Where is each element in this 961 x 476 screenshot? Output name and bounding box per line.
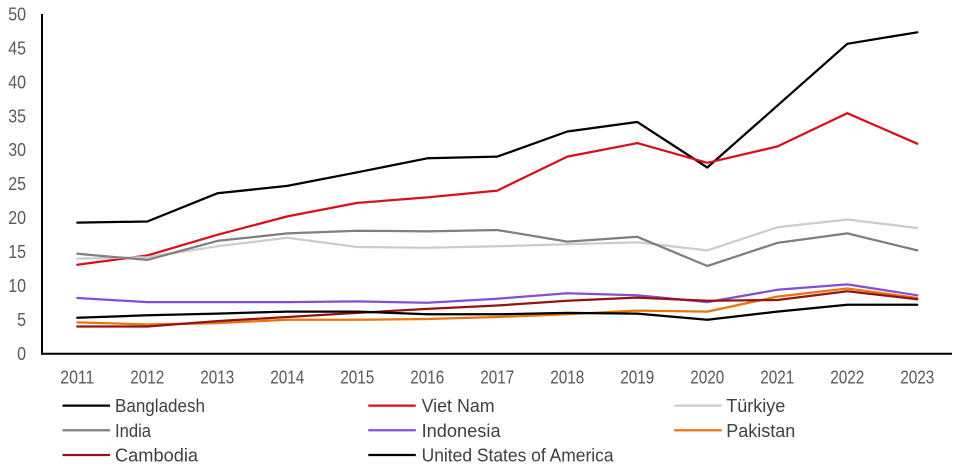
svg-text:35: 35: [8, 106, 26, 126]
svg-text:50: 50: [8, 4, 26, 24]
svg-text:2020: 2020: [690, 368, 724, 388]
svg-text:5: 5: [17, 310, 26, 330]
svg-text:2012: 2012: [130, 368, 164, 388]
svg-text:2022: 2022: [830, 368, 864, 388]
svg-text:2011: 2011: [60, 368, 94, 388]
svg-text:0: 0: [17, 344, 26, 364]
svg-text:25: 25: [8, 174, 26, 194]
svg-text:United States of America: United States of America: [422, 446, 615, 466]
svg-text:2023: 2023: [900, 368, 934, 388]
svg-text:India: India: [115, 421, 152, 441]
svg-text:2019: 2019: [620, 368, 654, 388]
svg-text:Viet Nam: Viet Nam: [422, 396, 495, 416]
svg-text:15: 15: [8, 242, 26, 262]
svg-text:Bangladesh: Bangladesh: [115, 396, 205, 416]
svg-text:Pakistan: Pakistan: [726, 421, 795, 441]
svg-text:30: 30: [8, 140, 26, 160]
svg-text:2016: 2016: [410, 368, 444, 388]
svg-text:2013: 2013: [200, 368, 234, 388]
svg-text:2021: 2021: [760, 368, 794, 388]
svg-text:40: 40: [8, 72, 26, 92]
svg-text:2014: 2014: [270, 368, 304, 388]
svg-text:Indonesia: Indonesia: [422, 421, 502, 441]
svg-text:45: 45: [8, 38, 26, 58]
svg-text:Cambodia: Cambodia: [115, 446, 199, 466]
svg-text:Türkiye: Türkiye: [726, 396, 785, 416]
svg-text:2015: 2015: [340, 368, 374, 388]
svg-text:2017: 2017: [480, 368, 514, 388]
svg-text:2018: 2018: [550, 368, 584, 388]
svg-text:10: 10: [8, 276, 26, 296]
svg-text:20: 20: [8, 208, 26, 228]
